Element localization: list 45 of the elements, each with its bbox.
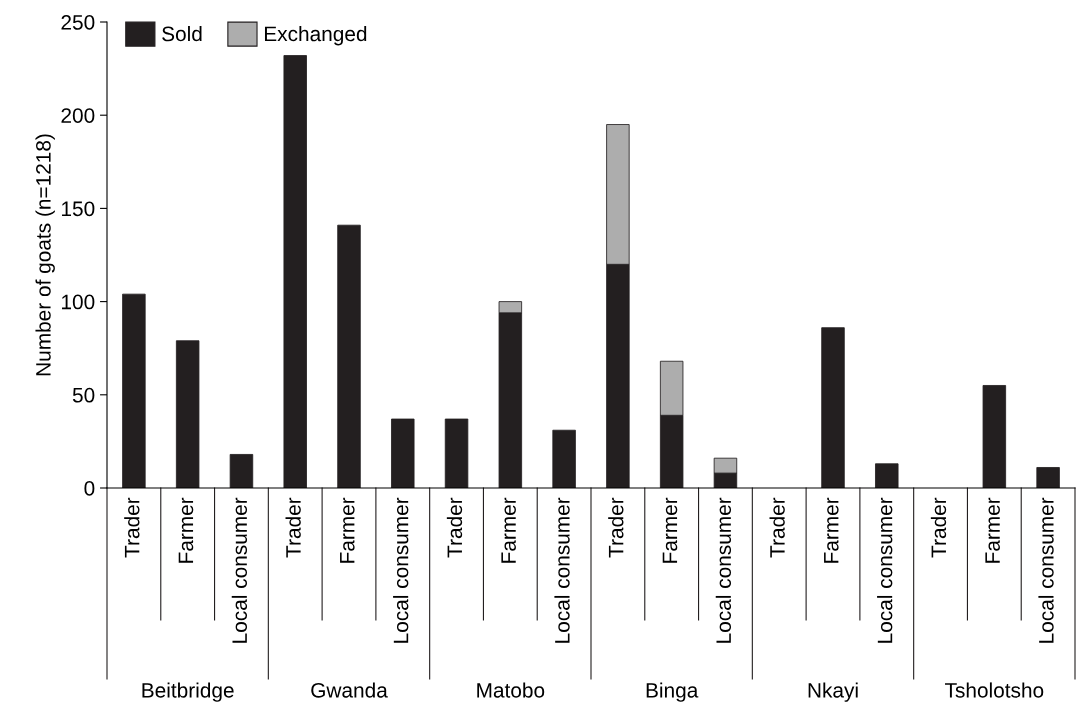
x-tick-label: Trader [124, 497, 140, 558]
x-tick-label: Local consumer [231, 497, 248, 643]
bar [391, 418, 415, 488]
x-tick-label: Local consumer [715, 497, 732, 643]
legend-label: Sold [162, 25, 202, 42]
x-tick-label: Farmer [824, 497, 839, 563]
y-tick-label: 0 [84, 481, 95, 496]
x-tick-label: Trader [446, 497, 463, 558]
x-tick-label: Trader [608, 497, 624, 558]
x-tick-label: Farmer [178, 497, 194, 563]
bar [552, 429, 576, 488]
text: Nkayi [808, 682, 858, 702]
y-tick-label: 100 [62, 294, 95, 310]
x-tick-label: Farmer [501, 497, 516, 563]
bar [337, 224, 361, 488]
y-axis-title: Number of goats (n=1218) [35, 134, 55, 376]
x-tick-label: Farmer [985, 497, 1000, 563]
bar [122, 293, 146, 488]
x-tick-label: Trader [285, 497, 301, 558]
text: Binga [646, 682, 699, 702]
x-tick-label: Local consumer [554, 497, 570, 643]
x-tick-label: Trader [769, 497, 785, 558]
bar [875, 463, 899, 488]
bar [283, 55, 307, 488]
x-tick-label: Local consumer [1038, 497, 1054, 643]
bar [175, 340, 200, 488]
y-tick-label: 250 [61, 15, 95, 30]
x-tick-label: Local consumer [877, 497, 893, 643]
text: Beitbridge [142, 682, 234, 702]
x-tick-label: Local consumer [393, 497, 409, 643]
x-tick-label: Trader [930, 497, 947, 558]
bar [444, 418, 469, 488]
text: Tsholotsho [945, 682, 1044, 698]
x-tick-label: Farmer [340, 497, 355, 563]
legend-label: Exchanged [264, 25, 367, 46]
y-tick-label: 200 [61, 108, 95, 123]
y-tick-label: 150 [62, 201, 95, 217]
text: Gwanda [311, 682, 388, 698]
text: Matobo [477, 682, 545, 698]
bar [821, 327, 845, 488]
x-tick-label: Farmer [662, 497, 678, 563]
y-tick-label: 50 [72, 387, 95, 403]
bar [229, 454, 254, 488]
bar [982, 385, 1007, 488]
bar [1036, 467, 1060, 488]
